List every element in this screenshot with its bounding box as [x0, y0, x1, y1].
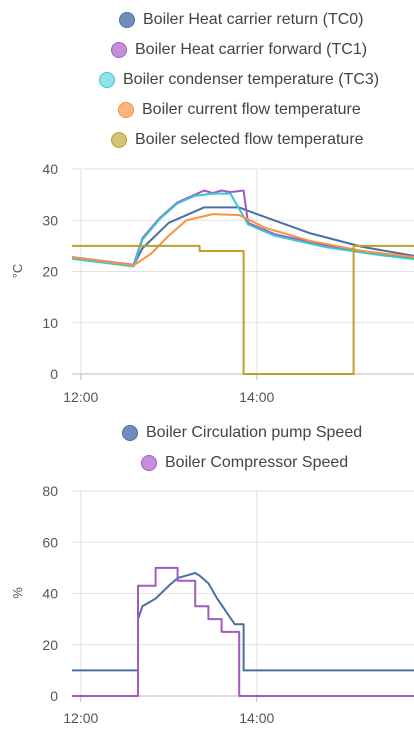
- legend-item-current-flow[interactable]: Boiler current flow temperature: [118, 101, 361, 119]
- legend-label-compressor: Boiler Compressor Speed: [165, 454, 349, 471]
- series-line-a3[interactable]: [72, 207, 414, 267]
- y-tick-label: 60: [42, 534, 58, 550]
- legend-item-compressor[interactable]: Boiler Compressor Speed: [141, 454, 348, 472]
- series-line-a0[interactable]: [72, 202, 414, 267]
- y-tick-label: 0: [50, 366, 58, 382]
- y-tick-label: 40: [42, 161, 58, 177]
- legend-swatch-tc1: [111, 42, 127, 58]
- legend-label-selected-flow: Boiler selected flow temperature: [135, 131, 364, 148]
- legend-item-selected-flow[interactable]: Boiler selected flow temperature: [111, 131, 364, 149]
- x-tick-label: 14:00: [239, 389, 274, 405]
- legend-item-pump[interactable]: Boiler Circulation pump Speed: [122, 424, 362, 442]
- legend-item-tc0[interactable]: Boiler Heat carrier return (TC0): [119, 11, 364, 29]
- y-tick-label: 20: [42, 637, 58, 653]
- legend-swatch-selected-flow: [111, 132, 127, 148]
- legend-label-pump: Boiler Circulation pump Speed: [146, 424, 363, 441]
- y-tick-label: 0: [50, 688, 58, 704]
- legend-swatch-tc3: [99, 72, 115, 88]
- y-tick-label: 20: [42, 264, 58, 280]
- x-tick-label: 12:00: [63, 389, 98, 405]
- series-line-b1[interactable]: [72, 566, 414, 697]
- y-tick-label: 30: [42, 212, 58, 228]
- y-axis-label: %: [10, 587, 25, 599]
- legend-label-tc3: Boiler condenser temperature (TC3): [123, 71, 380, 88]
- y-axis-label: °C: [10, 264, 25, 279]
- legend-item-tc3[interactable]: Boiler condenser temperature (TC3): [99, 71, 379, 89]
- series-line-b0[interactable]: [72, 550, 414, 672]
- y-tick-label: 80: [42, 483, 58, 499]
- legend-swatch-tc0: [119, 12, 135, 28]
- legend-label-tc1: Boiler Heat carrier forward (TC1): [135, 41, 368, 58]
- x-tick-label: 12:00: [63, 710, 98, 726]
- y-tick-label: 40: [42, 586, 58, 602]
- y-tick-label: 10: [42, 315, 58, 331]
- x-tick-label: 14:00: [239, 710, 274, 726]
- legend-item-tc1[interactable]: Boiler Heat carrier forward (TC1): [111, 41, 367, 59]
- legend-label-current-flow: Boiler current flow temperature: [142, 101, 361, 118]
- legend-swatch-current-flow: [118, 102, 134, 118]
- legend-swatch-pump: [122, 425, 138, 441]
- legend-swatch-compressor: [141, 455, 157, 471]
- legend-label-tc0: Boiler Heat carrier return (TC0): [143, 11, 364, 28]
- series-line-a2[interactable]: [72, 187, 414, 268]
- series-line-a4[interactable]: [72, 228, 414, 375]
